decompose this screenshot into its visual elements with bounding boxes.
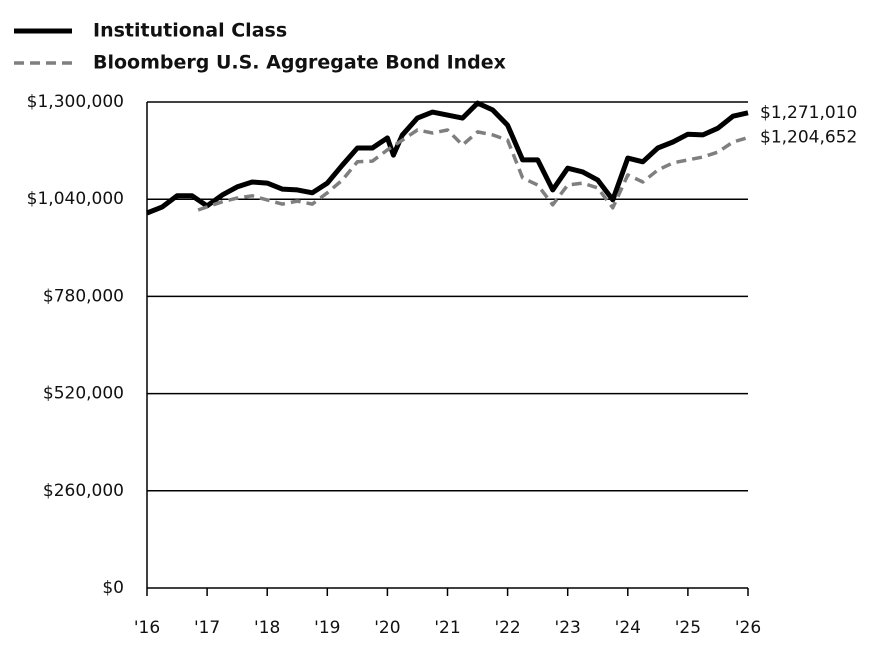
- y-tick-label: $780,000: [43, 286, 124, 306]
- x-tick-label: '17: [194, 618, 220, 638]
- x-tick-label: '25: [675, 618, 701, 638]
- x-tick-label: '23: [555, 618, 581, 638]
- x-tick-label: '24: [615, 618, 641, 638]
- y-tick-label: $260,000: [43, 481, 124, 501]
- x-tick-label: '26: [735, 618, 761, 638]
- y-tick-label: $520,000: [43, 384, 124, 404]
- series-line: [197, 128, 749, 212]
- x-tick-label: '21: [434, 618, 460, 638]
- x-tick-label: '16: [134, 618, 160, 638]
- end-value-label: $1,204,652: [760, 128, 857, 148]
- legend-label: Institutional Class: [93, 20, 287, 42]
- x-tick-label: '18: [254, 618, 280, 638]
- end-value-label: $1,271,010: [760, 103, 857, 123]
- y-tick-label: $1,300,000: [27, 92, 124, 112]
- series-line: [146, 100, 749, 216]
- x-tick-label: '20: [374, 618, 400, 638]
- y-tick-label: $0: [102, 578, 124, 598]
- x-tick-label: '19: [314, 618, 340, 638]
- legend-label: Bloomberg U.S. Aggregate Bond Index: [93, 52, 506, 74]
- x-tick-label: '22: [494, 618, 520, 638]
- y-tick-label: $1,040,000: [27, 189, 124, 209]
